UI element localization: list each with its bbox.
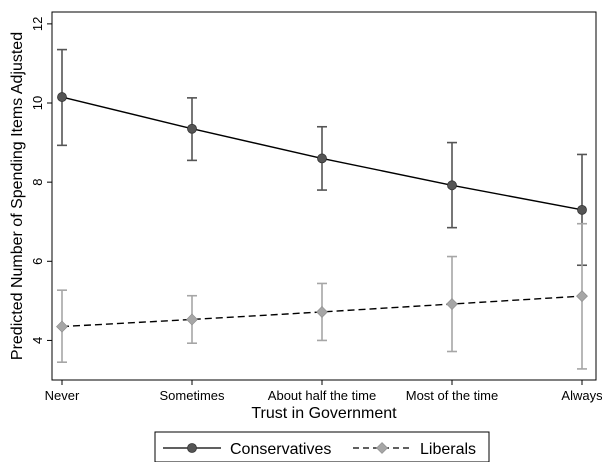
data-point: [57, 92, 67, 102]
y-tick-label: 10: [30, 96, 45, 110]
y-axis-ticks: 4 6 8 10 12: [30, 17, 52, 344]
legend-conservatives-marker: [187, 443, 197, 453]
data-point: [576, 290, 588, 303]
series-layer: [56, 48, 588, 370]
x-tick-label: About half the time: [268, 388, 376, 403]
y-tick-label: 6: [30, 258, 45, 265]
x-tick-label: Most of the time: [406, 388, 498, 403]
data-point: [317, 153, 327, 164]
x-tick-label: Always: [561, 388, 602, 403]
series-line: [61, 295, 583, 328]
y-axis-title: Predicted Number of Spending Items Adjus…: [9, 32, 26, 360]
legend: Conservatives Liberals: [154, 431, 490, 462]
series-liberals: [56, 222, 588, 370]
series-conservatives: [57, 48, 587, 267]
legend-liberals-label: Liberals: [420, 441, 476, 458]
x-tick-label: Never: [45, 388, 80, 403]
data-point: [316, 306, 328, 318]
data-point: [446, 298, 458, 310]
data-point: [186, 313, 198, 326]
data-point: [187, 123, 197, 134]
y-tick-label: 8: [30, 179, 45, 186]
x-tick-label: Sometimes: [159, 388, 225, 403]
data-point: [447, 180, 457, 191]
legend-box: [154, 431, 490, 462]
data-point: [56, 320, 68, 333]
plot-frame: [51, 11, 597, 381]
x-axis-title: Trust in Government: [251, 405, 397, 422]
y-tick-label: 12: [30, 17, 45, 31]
legend-liberals-marker: [376, 442, 388, 454]
legend-conservatives-label: Conservatives: [230, 441, 331, 458]
data-point: [577, 204, 587, 215]
x-axis-ticks: Never Sometimes About half the time Most of…: [45, 380, 602, 403]
y-tick-label: 4: [30, 337, 45, 344]
